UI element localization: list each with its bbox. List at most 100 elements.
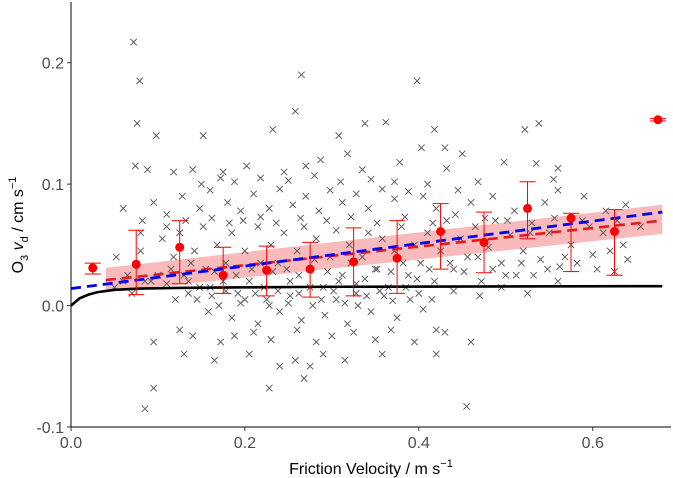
scatter-point xyxy=(297,71,305,79)
scatter-point xyxy=(267,241,275,249)
scatter-point xyxy=(332,295,340,304)
scatter-point xyxy=(215,302,223,310)
scatter-point xyxy=(556,263,564,271)
scatter-point xyxy=(637,223,645,231)
scatter-point xyxy=(328,332,336,340)
scatter-point xyxy=(144,166,152,174)
axes-layer: 0.0 0.2 0.4 0.6-0.10.00.10.2 xyxy=(36,2,671,452)
scatter-point xyxy=(309,302,317,310)
scatter-point xyxy=(248,265,256,273)
scatter-point xyxy=(312,235,320,243)
scatter-point xyxy=(267,336,275,344)
binned-mean-point xyxy=(88,263,98,273)
scatter-point xyxy=(419,192,427,200)
scatter-point xyxy=(350,328,358,336)
scatter-point xyxy=(210,356,218,364)
scatter-point xyxy=(432,326,440,334)
scatter-point xyxy=(265,384,273,392)
scatter-point xyxy=(228,314,236,322)
scatter-point xyxy=(291,356,299,364)
scatter-point xyxy=(232,271,240,279)
scatter-point xyxy=(344,150,352,158)
scatter-point xyxy=(429,219,437,227)
scatter-point xyxy=(373,219,381,227)
scatter-point xyxy=(257,259,265,267)
scatter-point xyxy=(276,362,284,370)
scatter-point xyxy=(237,299,245,307)
scatter-point xyxy=(289,201,297,209)
scatter-point xyxy=(190,247,198,255)
scatter-point xyxy=(415,289,423,297)
scatter-point xyxy=(432,204,440,212)
scatter-point xyxy=(378,235,386,243)
x-tick-label: 0.2 xyxy=(234,435,256,452)
scatter-point xyxy=(471,223,479,231)
y-axis-title-subd: d xyxy=(19,236,31,242)
scatter-points-layer xyxy=(110,38,645,413)
scatter-point xyxy=(361,275,369,283)
scatter-point xyxy=(332,226,340,234)
scatter-point xyxy=(528,219,536,227)
scatter-point xyxy=(413,77,421,85)
scatter-point xyxy=(269,125,277,134)
scatter-point xyxy=(535,119,543,127)
scatter-point xyxy=(443,217,451,225)
scatter-point xyxy=(530,271,538,279)
scatter-point xyxy=(241,295,249,304)
scatter-point xyxy=(401,213,409,221)
x-axis-title-main: Friction Velocity / m s xyxy=(289,461,440,478)
scatter-point xyxy=(517,259,525,267)
scatter-point xyxy=(137,247,145,255)
scatter-point xyxy=(476,292,484,300)
scatter-point xyxy=(424,180,432,188)
scatter-point xyxy=(250,190,258,198)
scatter-point xyxy=(280,229,288,237)
y-axis-title-sub3: 3 xyxy=(19,255,31,261)
scatter-point xyxy=(189,332,197,340)
scatter-point xyxy=(619,241,627,249)
scatter-point xyxy=(276,185,284,193)
scatter-point xyxy=(284,176,292,185)
scatter-point xyxy=(397,223,405,231)
binned-mean-point xyxy=(392,253,402,263)
scatter-point xyxy=(293,247,301,255)
binned-mean-point xyxy=(262,265,272,275)
scatter-point xyxy=(257,213,265,221)
scatter-point xyxy=(326,186,334,194)
scatter-point xyxy=(624,255,632,263)
scatter-point xyxy=(341,299,349,307)
y-tick-label: 0.2 xyxy=(42,56,64,73)
y-tick-label: -0.1 xyxy=(36,420,64,437)
scatter-point xyxy=(310,172,318,180)
scatter-point xyxy=(321,311,329,319)
scatter-point xyxy=(373,265,381,273)
scatter-point xyxy=(477,277,485,285)
scatter-point xyxy=(295,289,303,297)
scatter-point xyxy=(497,259,505,267)
x-tick-label: 0.0 xyxy=(60,435,82,452)
binned-mean-point xyxy=(436,227,446,236)
scatter-point xyxy=(239,217,247,225)
scatter-point xyxy=(300,374,308,382)
scatter-point xyxy=(286,292,294,300)
scatter-point xyxy=(458,150,466,158)
scatter-point xyxy=(550,175,558,183)
binned-mean-point xyxy=(305,264,315,274)
y-tick-label: 0.1 xyxy=(42,177,64,194)
scatter-point xyxy=(184,289,192,297)
scatter-point xyxy=(152,132,160,140)
scatter-point xyxy=(319,350,327,358)
scatter-point xyxy=(302,192,310,200)
model-line xyxy=(70,284,663,307)
scatter-point xyxy=(545,229,553,237)
scatter-point xyxy=(219,168,227,176)
scatter-point xyxy=(112,253,120,261)
scatter-point xyxy=(387,268,395,276)
scatter-point xyxy=(302,162,310,170)
scatter-point xyxy=(404,187,412,195)
fit-confidence-band xyxy=(105,204,663,293)
scatter-point xyxy=(196,204,204,212)
scatter-point xyxy=(378,350,386,358)
scatter-point xyxy=(217,174,225,182)
